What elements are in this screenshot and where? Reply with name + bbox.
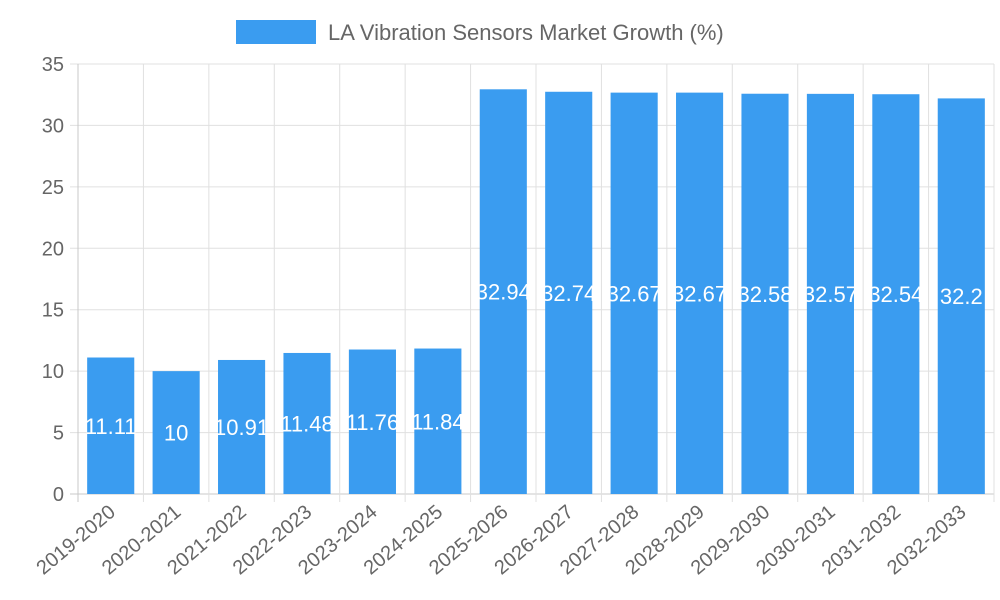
- data-label: 11.11: [85, 414, 137, 439]
- data-label: 10: [164, 421, 188, 446]
- bar: [545, 91, 593, 494]
- y-tick-label: 25: [42, 177, 64, 199]
- data-label: 32.57: [803, 282, 858, 307]
- data-label: 32.58: [737, 282, 792, 307]
- legend-swatch: [236, 20, 316, 44]
- y-tick-label: 5: [53, 423, 64, 445]
- bar: [414, 348, 462, 494]
- y-tick-label: 15: [42, 300, 64, 322]
- y-tick-label: 20: [42, 238, 64, 260]
- chart-legend: LA Vibration Sensors Market Growth (%): [236, 20, 724, 45]
- data-label: 32.2: [940, 284, 983, 309]
- data-label: 11.84: [411, 409, 464, 434]
- data-labels: 11.11 10 10.91 11.48 11.76 11.84 32.94 32.74 32.…: [85, 280, 983, 446]
- data-label: 32.74: [541, 281, 596, 306]
- bar: [152, 371, 200, 494]
- chart-grid: [70, 63, 995, 502]
- bar: [872, 94, 920, 495]
- bar: [610, 92, 658, 494]
- y-axis: 0 5 10 15 20 25 30 35: [42, 54, 64, 506]
- bar: [283, 352, 331, 494]
- bar: [741, 93, 789, 494]
- data-label: 11.48: [280, 411, 333, 436]
- x-axis: 2019-20202020-20212021-20222022-20232023…: [33, 501, 971, 579]
- bar: [806, 93, 854, 495]
- y-tick-label: 30: [42, 115, 64, 137]
- legend-label: LA Vibration Sensors Market Growth (%): [328, 20, 724, 45]
- data-label: 32.67: [607, 281, 662, 306]
- data-label: 11.76: [346, 410, 399, 435]
- bar-series: [87, 89, 985, 495]
- data-label: 10.91: [214, 415, 269, 440]
- y-tick-label: 35: [42, 54, 64, 76]
- data-label: 32.67: [672, 281, 727, 306]
- y-tick-label: 10: [42, 361, 64, 383]
- bar: [218, 359, 266, 494]
- bar: [348, 349, 396, 494]
- data-label: 32.54: [868, 282, 923, 307]
- data-label: 32.94: [476, 280, 531, 305]
- bar: [87, 357, 135, 494]
- y-tick-label: 0: [53, 484, 64, 506]
- bar: [676, 92, 724, 494]
- bar: [937, 98, 985, 495]
- bar: [479, 89, 527, 495]
